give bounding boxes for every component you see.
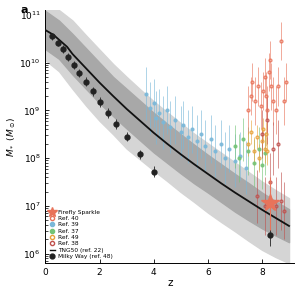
Y-axis label: $M_*\ (M_\odot)$: $M_*\ (M_\odot)$ [6, 116, 18, 157]
Text: a: a [21, 5, 28, 15]
Legend: Firefly Sparkle, Ref. 40, Ref. 39, Ref. 37, Ref. 49, Ref. 38, TNG50 (ref. 22), M: Firefly Sparkle, Ref. 40, Ref. 39, Ref. … [49, 209, 113, 260]
X-axis label: z: z [167, 278, 173, 288]
